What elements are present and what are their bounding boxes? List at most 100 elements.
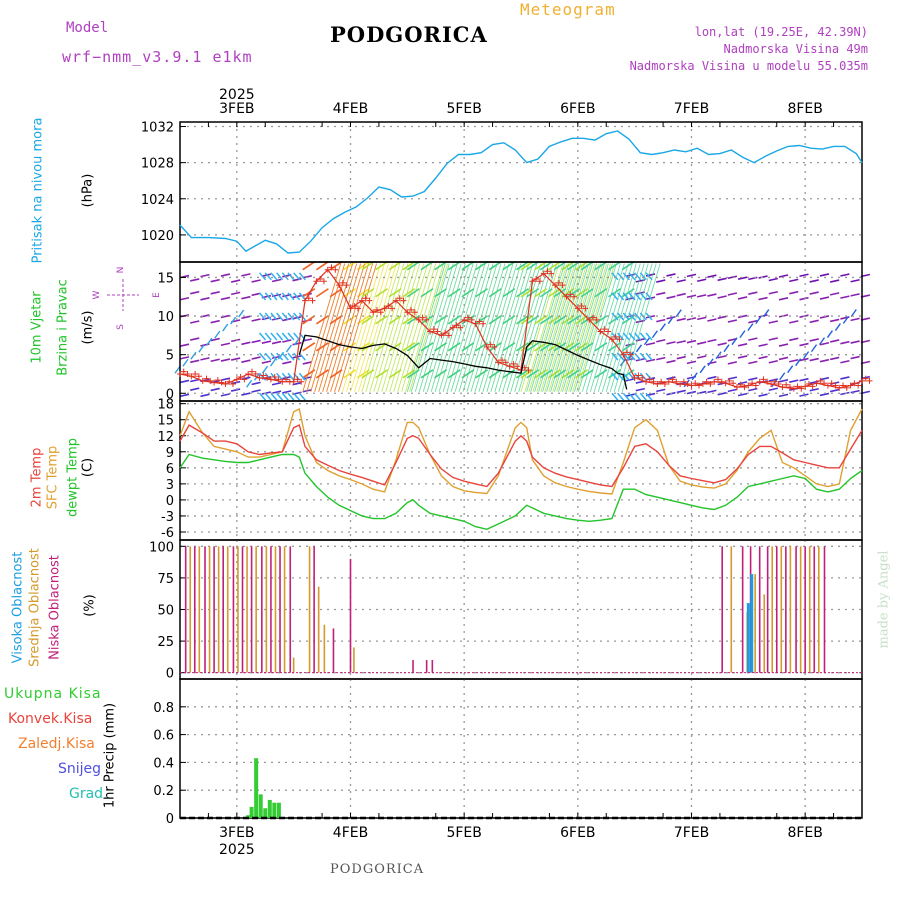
wind-barb-20 [251, 381, 261, 386]
gust-mark [313, 278, 320, 285]
ytick-label-2-7: 15 [157, 414, 174, 429]
wind-barb-660 [628, 372, 636, 381]
wind-barb-157 [645, 358, 656, 363]
wind-barb-217 [768, 320, 778, 324]
wind-barb-639 [611, 372, 619, 381]
gust-mark [392, 297, 399, 304]
gust-mark [836, 384, 843, 391]
wind-barb-211 [707, 318, 717, 322]
wind-barb-466 [502, 288, 516, 298]
gust-mark [661, 381, 668, 388]
wind-hatch-517 [526, 263, 566, 392]
gust-mark [624, 349, 631, 356]
wind-barb-249 [850, 293, 860, 297]
wind-barb-492 [520, 369, 534, 379]
wind-barb-124 [799, 393, 809, 397]
gust-mark [461, 316, 468, 323]
wind-barb-463 [461, 288, 475, 298]
wind-hatch-406 [418, 263, 458, 392]
wind-hatch-488 [564, 263, 604, 392]
wind-barb-47 [261, 340, 272, 344]
gust-mark [570, 293, 577, 300]
wind-hatch-520 [538, 263, 578, 392]
wind-barb-245 [809, 291, 819, 295]
wind-hatch-376 [385, 263, 425, 392]
gust-mark [540, 270, 547, 277]
wind-barb-613 [281, 332, 289, 341]
wind-barb-604 [276, 372, 284, 381]
wind-barb-640 [611, 352, 619, 361]
gust-mark [612, 333, 619, 340]
gust-mark [279, 378, 286, 385]
wind-barb-42 [210, 337, 220, 342]
wind-barb-79 [190, 278, 200, 282]
wind-barb-191 [748, 337, 758, 341]
wind-barb-560 [553, 315, 567, 325]
wind-barb-22 [271, 381, 282, 386]
wind-barb-496 [575, 369, 589, 379]
wind-barb-167 [748, 360, 758, 365]
gust-mark [188, 373, 195, 380]
wind-barb-601 [270, 292, 278, 301]
wind-barb-120 [758, 393, 768, 397]
gust-mark [794, 383, 801, 390]
wind-hatch-536 [601, 263, 641, 392]
gust-mark [593, 316, 600, 323]
wind-hatch-414 [450, 263, 490, 392]
wind-hatch-350 [322, 263, 362, 392]
wind-barb-33 [251, 356, 261, 360]
xtick-bottom-3: 6FEB [560, 825, 595, 841]
wind-barb-617 [287, 392, 295, 401]
wind-hatch-486 [556, 263, 596, 392]
wind-barb-656 [622, 312, 630, 321]
wind-barb-66 [190, 290, 200, 295]
wind-barb-637 [298, 272, 306, 281]
gust-mark [336, 282, 343, 289]
wind-barb-393 [388, 315, 402, 325]
wind-barb-17 [220, 377, 231, 381]
wind-barb-647 [617, 352, 625, 361]
gust-mark [555, 279, 562, 286]
wind-barb-272 [840, 273, 850, 277]
wind-hatch-534 [593, 263, 633, 392]
wind-barb-636 [298, 292, 306, 301]
wind-barb-467 [516, 288, 529, 298]
wind-barb-645 [617, 392, 625, 401]
panel-0-grid [180, 122, 862, 262]
wind-barb-464 [475, 288, 488, 298]
gust-mark [703, 378, 710, 385]
wind-barb-236 [717, 295, 727, 299]
gust-mark [351, 303, 358, 310]
wind-hatch-421 [478, 263, 518, 392]
ytick-label-4-3: 0.6 [153, 729, 174, 744]
wind-barb-400 [375, 261, 388, 271]
gust-mark [472, 320, 479, 327]
wind-barb-183 [666, 341, 676, 345]
model-name: wrf−nmm_v3.9.1 e1km [62, 48, 253, 66]
wind-barb-390 [402, 342, 416, 352]
wind-barb-394 [402, 315, 416, 325]
wind-barb-448 [502, 342, 516, 352]
wind-hatch-413 [446, 263, 486, 392]
wind-barb-594 [264, 292, 272, 301]
precip-bar-0 [246, 815, 251, 818]
wind-hatch-351 [326, 263, 366, 392]
wind-barb-676 [639, 332, 647, 341]
gust-mark [267, 376, 274, 383]
wind-barb-367 [302, 261, 316, 271]
wind-barb-679 [639, 272, 647, 281]
wind-barb-573 [621, 288, 635, 298]
product-title: Meteogram [520, 0, 616, 19]
gust-mark [430, 326, 437, 333]
wind-barb-627 [293, 332, 301, 341]
wind-barb-280 [659, 323, 666, 332]
gust-mark [389, 305, 396, 312]
wind-barb-586 [258, 312, 267, 321]
wind-barb-576 [553, 261, 567, 271]
wind-barb-82 [220, 273, 231, 277]
wind-barb-195 [789, 337, 799, 342]
wind-barb-131 [625, 378, 635, 382]
wind-barb-499 [547, 342, 561, 352]
wind-barb-259 [707, 274, 717, 278]
wind-barb-462 [447, 288, 461, 298]
